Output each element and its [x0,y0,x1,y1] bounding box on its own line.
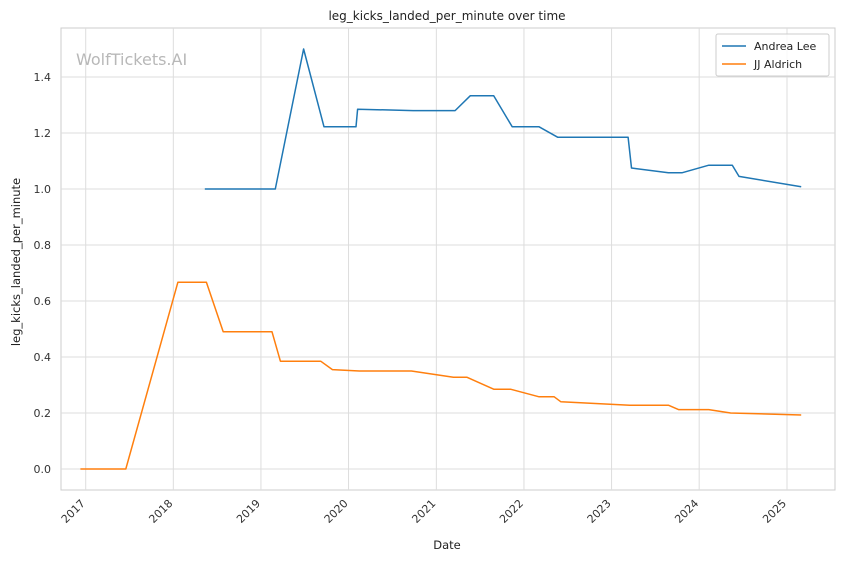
x-tick-label: 2020 [322,497,351,526]
x-tick-label: 2019 [234,497,263,526]
x-axis-label: Date [433,538,461,552]
x-tick-label: 2025 [760,497,789,526]
y-tick-label: 0.6 [34,295,52,308]
gridlines [61,28,835,490]
y-tick-label: 0.8 [34,239,52,252]
y-axis-label: leg_kicks_landed_per_minute [9,178,23,346]
y-tick-label: 1.4 [34,71,52,84]
y-tick-label: 0.2 [34,407,52,420]
series-line-2 [80,281,802,470]
x-tick-label: 2017 [59,497,88,526]
legend-label: JJ Aldrich [753,58,802,71]
x-tick-label: 2023 [585,497,614,526]
y-tick-label: 0.0 [34,463,52,476]
x-tick-label: 2018 [146,497,175,526]
x-tick-label: 2024 [672,497,701,526]
y-tick-label: 1.2 [34,127,52,140]
series-lines [80,48,802,470]
legend-box [715,33,830,77]
x-axis-ticks: 2017 2018 2019 2020 2021 2022 2023 2024 2025 [59,497,789,526]
watermark: WolfTickets.AI [76,50,187,69]
y-tick-label: 1.0 [34,183,52,196]
x-tick-label: 2021 [409,497,438,526]
y-axis-ticks: 0.0 0.2 0.4 0.6 0.8 1.0 1.2 1.4 [34,71,52,476]
legend: Andrea Lee JJ Aldrich [715,33,830,77]
series-line-1 [204,48,802,190]
legend-label: Andrea Lee [754,40,816,53]
y-tick-label: 0.4 [34,351,52,364]
x-tick-label: 2022 [497,497,526,526]
chart-title: leg_kicks_landed_per_minute over time [328,9,565,23]
plot-area [60,27,836,491]
